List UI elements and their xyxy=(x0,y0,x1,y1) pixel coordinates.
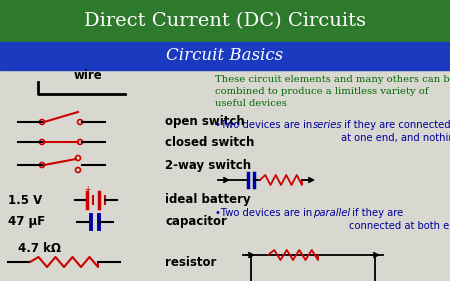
Text: 1.5 V: 1.5 V xyxy=(8,194,42,207)
Text: if they are connected
at one end, and nothing else is connected there: if they are connected at one end, and no… xyxy=(341,120,450,143)
Text: 4.7 kΩ: 4.7 kΩ xyxy=(18,241,62,255)
Text: ideal battery: ideal battery xyxy=(165,194,251,207)
Text: resistor: resistor xyxy=(165,255,216,269)
Text: open switch: open switch xyxy=(165,115,245,128)
Text: +: + xyxy=(84,185,90,194)
Text: Circuit Basics: Circuit Basics xyxy=(166,47,284,65)
Text: series: series xyxy=(313,120,342,130)
Text: 2-way switch: 2-way switch xyxy=(165,158,251,171)
Text: if they are
connected at both ends: if they are connected at both ends xyxy=(349,208,450,231)
Bar xyxy=(0,0,450,42)
Text: Direct Current (DC) Circuits: Direct Current (DC) Circuits xyxy=(84,12,366,30)
Text: wire: wire xyxy=(74,69,103,82)
Text: parallel: parallel xyxy=(313,208,350,218)
Text: capacitor: capacitor xyxy=(165,216,227,228)
Bar xyxy=(0,42,450,70)
Text: closed switch: closed switch xyxy=(165,135,254,148)
Text: •Two devices are in: •Two devices are in xyxy=(215,120,315,130)
Text: •Two devices are in: •Two devices are in xyxy=(215,208,315,218)
Text: These circuit elements and many others can be
combined to produce a limitless va: These circuit elements and many others c… xyxy=(215,75,450,108)
Text: 47 μF: 47 μF xyxy=(8,216,45,228)
